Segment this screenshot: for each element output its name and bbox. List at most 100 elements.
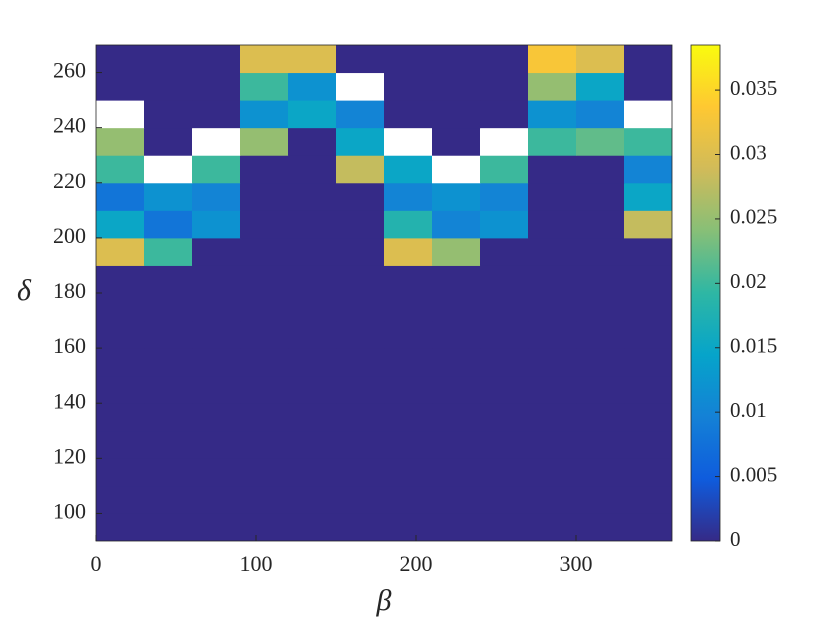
heat-cell (480, 348, 529, 377)
heat-cell (96, 403, 145, 432)
heat-cell (192, 237, 241, 266)
heat-cell (384, 293, 433, 322)
heat-cell (336, 430, 385, 459)
heat-cell (336, 458, 385, 487)
heat-cell (624, 485, 672, 514)
heat-cell (384, 320, 433, 349)
heat-cell (240, 237, 289, 266)
heat-cell (576, 293, 625, 322)
heat-cell (144, 320, 193, 349)
heat-cell (480, 320, 529, 349)
heat-cell (432, 375, 481, 404)
heat-cell (240, 127, 289, 156)
heat-cell (192, 127, 241, 156)
heat-cell (288, 375, 337, 404)
colorbar-tick-label: 0.015 (730, 334, 777, 358)
heat-cell (432, 100, 481, 129)
heat-cell (432, 320, 481, 349)
heat-cell (336, 320, 385, 349)
heat-cell (192, 293, 241, 322)
heat-cell (96, 237, 145, 266)
heat-cell (336, 155, 385, 184)
heat-cell (192, 100, 241, 129)
heat-cell (528, 155, 577, 184)
heat-cell (528, 403, 577, 432)
heat-cell (144, 182, 193, 211)
heat-cell (288, 265, 337, 294)
heat-cell (384, 485, 433, 514)
colorbar-tick-label: 0.03 (730, 140, 767, 164)
heat-cell (432, 458, 481, 487)
heat-cell (336, 72, 385, 101)
heat-cell (576, 320, 625, 349)
heat-cell (432, 182, 481, 211)
heat-cell (288, 293, 337, 322)
heat-cell (528, 45, 577, 74)
heat-cell (288, 458, 337, 487)
heat-cell (288, 513, 337, 541)
heat-cell (480, 45, 529, 74)
heat-cell (336, 513, 385, 541)
heat-cell (432, 513, 481, 541)
heat-cell (288, 237, 337, 266)
heat-cell (144, 155, 193, 184)
heat-cell (624, 127, 672, 156)
heat-cell (624, 513, 672, 541)
heat-cell (384, 45, 433, 74)
heat-cell (432, 485, 481, 514)
heat-cell (480, 458, 529, 487)
heat-cell (336, 127, 385, 156)
heat-cell (96, 348, 145, 377)
heat-cell (576, 45, 625, 74)
heat-cell (96, 100, 145, 129)
heat-cell (528, 127, 577, 156)
heat-cell (240, 348, 289, 377)
heat-cell (336, 375, 385, 404)
heat-cell (624, 210, 672, 239)
heatmap (96, 45, 672, 541)
heat-cell (96, 155, 145, 184)
heat-cell (96, 430, 145, 459)
heat-cell (576, 375, 625, 404)
heat-cell (144, 485, 193, 514)
heat-cell (624, 155, 672, 184)
heat-cell (576, 127, 625, 156)
heat-cell (624, 265, 672, 294)
heat-cell (576, 513, 625, 541)
heat-cell (528, 100, 577, 129)
heat-cell (480, 293, 529, 322)
heat-cell (480, 375, 529, 404)
heat-cell (576, 403, 625, 432)
heat-cell (96, 210, 145, 239)
heat-cell (336, 100, 385, 129)
heat-cell (288, 210, 337, 239)
heat-cell (480, 155, 529, 184)
heat-cell (624, 430, 672, 459)
heat-cell (336, 293, 385, 322)
heat-cell (384, 155, 433, 184)
heat-cell (384, 127, 433, 156)
heat-cell (288, 72, 337, 101)
heat-cell (480, 403, 529, 432)
heat-cell (288, 182, 337, 211)
heat-cell (576, 72, 625, 101)
heat-cell (528, 210, 577, 239)
heat-cell (432, 265, 481, 294)
heat-cell (432, 403, 481, 432)
heat-cell (576, 210, 625, 239)
heat-cell (384, 210, 433, 239)
heat-cell (192, 485, 241, 514)
heat-cell (336, 265, 385, 294)
heat-cell (240, 100, 289, 129)
heat-cell (624, 45, 672, 74)
heat-cell (288, 45, 337, 74)
heat-cell (480, 182, 529, 211)
heat-cell (432, 72, 481, 101)
heat-cell (288, 100, 337, 129)
heat-cell (240, 458, 289, 487)
heat-cell (240, 320, 289, 349)
heat-cell (576, 485, 625, 514)
heat-cell (432, 210, 481, 239)
heat-cell (528, 293, 577, 322)
heat-cell (288, 485, 337, 514)
